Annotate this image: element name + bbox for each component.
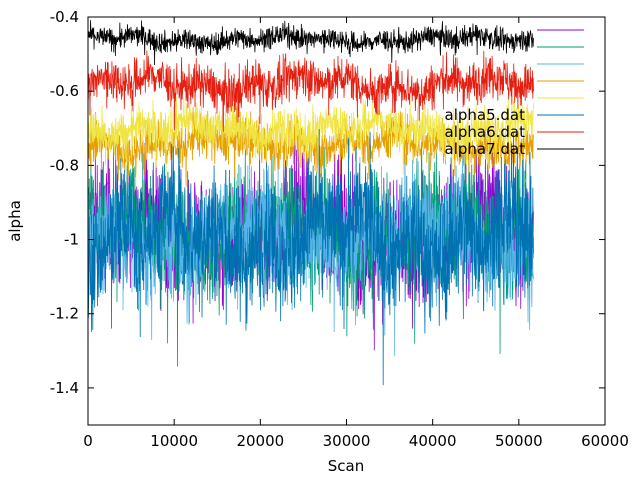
y-tick-label: -1.4 xyxy=(50,379,79,397)
series-line-8 xyxy=(88,20,534,66)
x-tick-label: 60000 xyxy=(581,432,629,450)
x-tick-label: 20000 xyxy=(236,432,284,450)
x-tick-label: 50000 xyxy=(495,432,543,450)
y-axis-label: alpha xyxy=(6,200,24,242)
x-tick-label: 0 xyxy=(83,432,93,450)
ticks-layer: 0 10000 20000 30000 40000 50000 60000 -1.4 -1.2 -… xyxy=(50,8,629,450)
x-axis-label: Scan xyxy=(328,457,364,475)
y-tick-label: -0.6 xyxy=(50,82,79,100)
y-tick-label: -0.4 xyxy=(50,8,79,26)
legend-label: alpha5.dat xyxy=(445,106,526,124)
series-line-6 xyxy=(88,129,534,386)
x-tick-label: 10000 xyxy=(150,432,198,450)
legend-label: alpha6.dat xyxy=(445,123,526,141)
series-line-7 xyxy=(88,50,534,132)
legend-label: alpha7.dat xyxy=(445,140,526,158)
x-tick-label: 30000 xyxy=(323,432,371,450)
y-tick-label: -1.2 xyxy=(50,305,79,323)
x-tick-label: 40000 xyxy=(409,432,457,450)
y-tick-label: -0.8 xyxy=(50,156,79,174)
series-layer xyxy=(88,20,534,386)
series-line-5 xyxy=(88,93,534,178)
y-tick-label: -1 xyxy=(64,231,79,249)
